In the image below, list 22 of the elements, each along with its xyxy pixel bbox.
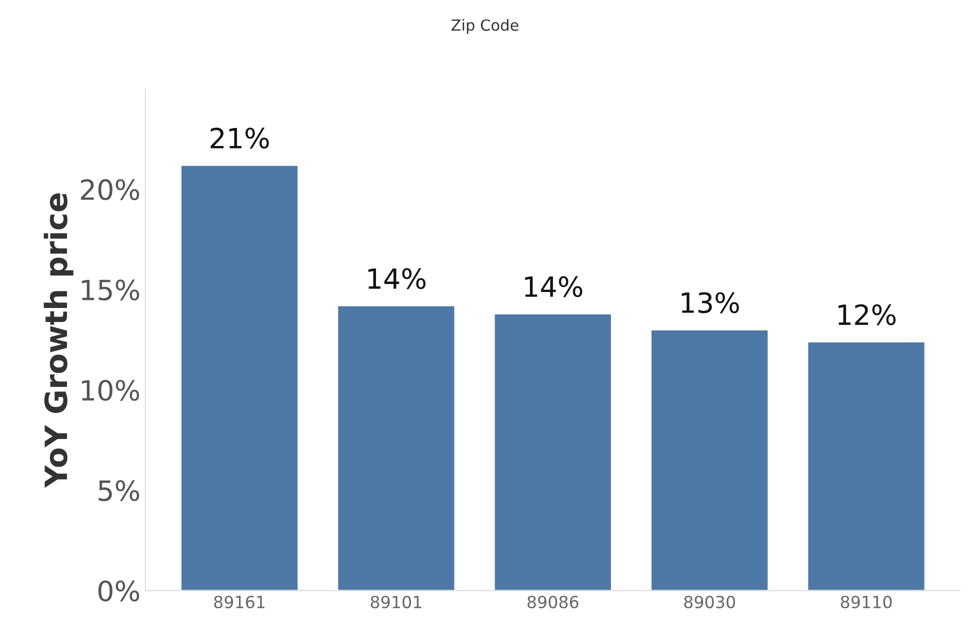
bar xyxy=(180,164,299,591)
bar xyxy=(493,312,612,591)
x-tick-label: 89086 xyxy=(528,596,578,608)
y-tick-label: 5% xyxy=(98,480,140,502)
x-tick-label: 89101 xyxy=(370,596,422,608)
bar xyxy=(336,304,456,591)
data-label: 14% xyxy=(525,276,582,298)
y-tick-label: 20% xyxy=(80,179,140,200)
data-label: 14% xyxy=(368,268,426,290)
data-label: 13% xyxy=(682,292,739,314)
y-tick-label: 0% xyxy=(98,580,140,602)
x-tick-label: 89110 xyxy=(840,596,892,608)
y-axis-title: YoY Growth price xyxy=(44,193,74,488)
y-tick-label: 15% xyxy=(82,279,140,301)
bar xyxy=(650,328,770,591)
chart-title: Zip Code xyxy=(451,19,518,34)
x-tick-label: 89161 xyxy=(214,596,264,608)
y-tick-label: 10% xyxy=(82,380,140,401)
data-label: 21% xyxy=(210,128,269,149)
x-tick-label: 89030 xyxy=(684,596,735,608)
data-label: 12% xyxy=(838,304,896,326)
bar xyxy=(806,341,926,591)
